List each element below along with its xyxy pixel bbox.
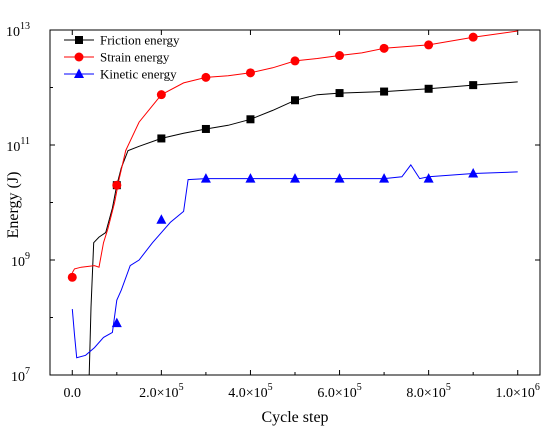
legend-label: Kinetic energy	[100, 67, 177, 82]
data-point-triangle	[468, 167, 479, 178]
y-axis-title: Energy (J)	[5, 172, 22, 239]
data-point-triangle	[200, 173, 211, 183]
y-tick-label-base: 10	[6, 25, 20, 40]
x-tick-label-exponent: 5	[446, 382, 451, 393]
series-line-circle	[71, 30, 518, 274]
data-point-circle	[424, 40, 434, 50]
tick-labels: 0.0 2.0×105 4.0×105 6.0×105 8.0×105 1.0×10610…	[6, 21, 540, 401]
x-tick-label: 0.0	[64, 386, 82, 401]
data-point-square	[157, 134, 166, 143]
data-point-square	[424, 84, 433, 93]
data-point-square	[246, 115, 255, 124]
data-point-triangle	[290, 173, 300, 183]
data-point-triangle	[379, 173, 390, 183]
data-point-circle	[468, 32, 478, 42]
data-point-circle	[335, 51, 345, 61]
plot-frame	[49, 29, 541, 376]
y-tick-label-exponent: 7	[25, 366, 30, 377]
x-tick-label: 8.0×105	[406, 382, 450, 401]
data-point-square	[335, 89, 344, 98]
legend-label: Strain energy	[100, 50, 170, 65]
series-line-square	[88, 81, 518, 376]
data-point-circle	[67, 272, 77, 282]
x-tick-label-base: 6.0×10	[317, 386, 356, 401]
data-point-square	[380, 87, 389, 96]
x-tick-label-base: 1.0×10	[496, 386, 535, 401]
series-lines	[71, 30, 518, 376]
x-tick-label: 2.0×105	[139, 382, 183, 401]
legend-marker-square	[75, 36, 83, 44]
legend: Friction energy Strain energy Kinetic ener…	[64, 33, 180, 82]
data-point-triangle	[156, 214, 167, 224]
data-point-circle	[290, 56, 300, 66]
legend-marker-triangle	[74, 68, 84, 78]
data-point-circle	[245, 68, 255, 78]
y-tick-label-base: 10	[11, 370, 25, 385]
x-tick-label: 6.0×105	[317, 382, 361, 401]
y-tick-label: 107	[11, 366, 30, 385]
axis-ticks	[50, 29, 540, 376]
data-point-square	[291, 96, 299, 105]
x-tick-label-exponent: 5	[179, 382, 184, 393]
data-point-circle	[379, 43, 389, 53]
data-point-square	[469, 81, 478, 90]
data-point-square	[201, 124, 210, 133]
legend-entry: Strain energy	[64, 50, 170, 65]
x-tick-label: 1.0×106	[496, 382, 540, 401]
y-tick-label: 109	[11, 251, 30, 270]
y-tick-label-exponent: 13	[20, 21, 30, 32]
x-tick-label-exponent: 5	[357, 382, 362, 393]
data-point-circle	[112, 180, 122, 190]
y-tick-label-exponent: 11	[20, 136, 30, 147]
x-tick-label-exponent: 6	[535, 382, 540, 393]
legend-label: Friction energy	[100, 33, 180, 48]
data-point-triangle	[423, 173, 434, 183]
y-tick-label-exponent: 9	[25, 251, 30, 262]
series-line-triangle	[71, 164, 518, 359]
data-point-circle	[156, 90, 166, 100]
data-point-circle	[201, 72, 211, 82]
legend-entry: Kinetic energy	[64, 67, 177, 82]
data-point-triangle	[245, 173, 256, 183]
y-tick-label-base: 10	[11, 255, 25, 270]
data-point-triangle	[334, 173, 345, 183]
y-tick-label-base: 10	[6, 140, 20, 155]
x-tick-label-base: 2.0×10	[139, 386, 178, 401]
x-tick-label-base: 0.0	[64, 386, 82, 401]
y-tick-label: 1011	[6, 136, 30, 155]
data-point-triangle	[111, 317, 122, 328]
legend-entry: Friction energy	[64, 33, 180, 48]
x-tick-label-base: 8.0×10	[406, 386, 445, 401]
series-markers	[67, 32, 479, 328]
y-tick-label: 1013	[6, 21, 30, 40]
x-axis-title: Cycle step	[261, 409, 328, 426]
x-tick-label: 4.0×105	[228, 382, 272, 401]
legend-marker-circle	[74, 52, 84, 62]
x-tick-label-exponent: 5	[268, 382, 273, 393]
x-tick-label-base: 4.0×10	[228, 386, 267, 401]
